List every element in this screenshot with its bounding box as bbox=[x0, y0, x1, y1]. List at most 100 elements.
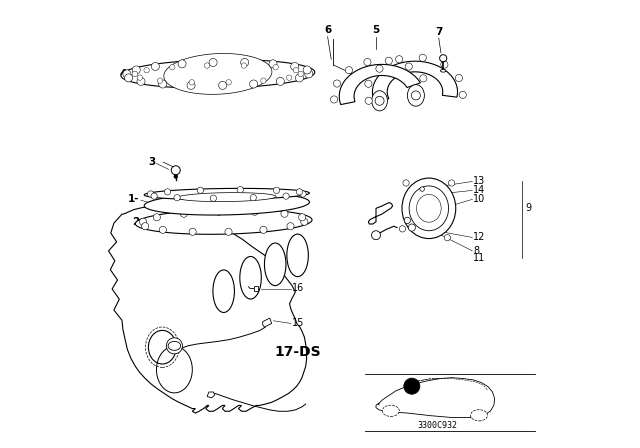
PathPatch shape bbox=[121, 60, 315, 88]
Circle shape bbox=[174, 194, 180, 201]
Ellipse shape bbox=[382, 405, 399, 417]
Circle shape bbox=[164, 189, 171, 195]
Circle shape bbox=[189, 80, 195, 85]
Ellipse shape bbox=[402, 178, 456, 238]
Circle shape bbox=[303, 66, 311, 74]
PathPatch shape bbox=[253, 286, 258, 291]
Ellipse shape bbox=[470, 409, 488, 421]
Circle shape bbox=[151, 193, 157, 199]
PathPatch shape bbox=[177, 193, 276, 202]
PathPatch shape bbox=[144, 193, 310, 215]
Text: 7: 7 bbox=[435, 27, 442, 37]
Circle shape bbox=[170, 65, 175, 70]
PathPatch shape bbox=[262, 318, 271, 327]
Text: 9: 9 bbox=[525, 203, 531, 213]
Circle shape bbox=[405, 63, 412, 70]
Circle shape bbox=[237, 186, 243, 193]
Circle shape bbox=[157, 78, 163, 83]
Text: 14: 14 bbox=[473, 185, 486, 195]
Circle shape bbox=[137, 75, 143, 80]
Ellipse shape bbox=[417, 194, 441, 222]
PathPatch shape bbox=[207, 392, 215, 398]
Circle shape bbox=[305, 70, 313, 78]
Circle shape bbox=[365, 80, 372, 87]
Text: 12: 12 bbox=[473, 233, 486, 242]
Circle shape bbox=[125, 74, 132, 82]
Circle shape bbox=[419, 54, 426, 61]
Ellipse shape bbox=[440, 69, 446, 72]
Text: 16: 16 bbox=[292, 283, 305, 293]
Ellipse shape bbox=[168, 341, 180, 350]
Circle shape bbox=[166, 338, 182, 354]
Circle shape bbox=[296, 189, 303, 195]
Circle shape bbox=[403, 180, 409, 186]
Circle shape bbox=[276, 78, 284, 86]
Ellipse shape bbox=[148, 331, 176, 364]
Circle shape bbox=[250, 80, 258, 88]
Circle shape bbox=[204, 63, 210, 68]
Circle shape bbox=[260, 226, 267, 233]
Circle shape bbox=[144, 68, 149, 73]
Ellipse shape bbox=[213, 270, 234, 313]
Circle shape bbox=[385, 57, 392, 65]
Circle shape bbox=[225, 228, 232, 235]
Circle shape bbox=[287, 223, 294, 230]
Circle shape bbox=[293, 68, 299, 73]
Ellipse shape bbox=[264, 243, 286, 286]
Circle shape bbox=[151, 62, 159, 70]
Circle shape bbox=[376, 65, 383, 72]
Text: 15: 15 bbox=[292, 319, 305, 328]
Circle shape bbox=[404, 378, 420, 394]
Circle shape bbox=[137, 78, 145, 86]
Circle shape bbox=[404, 217, 410, 224]
Circle shape bbox=[420, 75, 427, 82]
PathPatch shape bbox=[135, 209, 312, 234]
Circle shape bbox=[440, 55, 447, 62]
Circle shape bbox=[273, 187, 280, 194]
Circle shape bbox=[299, 214, 306, 221]
Circle shape bbox=[140, 218, 147, 225]
Circle shape bbox=[215, 208, 223, 215]
Circle shape bbox=[241, 63, 246, 68]
Circle shape bbox=[273, 65, 278, 70]
Circle shape bbox=[459, 91, 467, 99]
Circle shape bbox=[346, 67, 353, 74]
Circle shape bbox=[250, 194, 257, 201]
Circle shape bbox=[281, 210, 288, 217]
Circle shape bbox=[123, 70, 131, 78]
Circle shape bbox=[226, 80, 231, 85]
PathPatch shape bbox=[339, 65, 420, 104]
Circle shape bbox=[174, 175, 177, 178]
Circle shape bbox=[455, 74, 463, 82]
Circle shape bbox=[219, 82, 227, 90]
Circle shape bbox=[180, 210, 188, 217]
Circle shape bbox=[178, 60, 186, 68]
Circle shape bbox=[375, 96, 384, 105]
Text: 1-: 1- bbox=[127, 194, 139, 204]
Circle shape bbox=[159, 80, 166, 88]
Circle shape bbox=[412, 91, 420, 100]
Circle shape bbox=[420, 187, 424, 191]
Circle shape bbox=[269, 60, 277, 68]
Circle shape bbox=[197, 187, 204, 194]
Circle shape bbox=[300, 191, 306, 197]
Text: 5: 5 bbox=[372, 25, 380, 35]
Text: 8: 8 bbox=[473, 246, 479, 256]
Ellipse shape bbox=[407, 85, 424, 106]
Text: 6: 6 bbox=[324, 25, 332, 35]
Circle shape bbox=[364, 58, 371, 65]
Ellipse shape bbox=[287, 234, 308, 277]
Circle shape bbox=[148, 191, 154, 197]
Circle shape bbox=[260, 78, 266, 83]
Circle shape bbox=[408, 224, 415, 231]
Circle shape bbox=[132, 66, 140, 74]
Text: 17-DS: 17-DS bbox=[275, 345, 321, 359]
Text: 3: 3 bbox=[148, 157, 155, 167]
Text: 4: 4 bbox=[119, 69, 127, 79]
Ellipse shape bbox=[409, 186, 449, 231]
Circle shape bbox=[399, 226, 406, 232]
Circle shape bbox=[298, 71, 303, 77]
Circle shape bbox=[153, 214, 161, 221]
Circle shape bbox=[159, 226, 166, 233]
Circle shape bbox=[187, 82, 195, 90]
